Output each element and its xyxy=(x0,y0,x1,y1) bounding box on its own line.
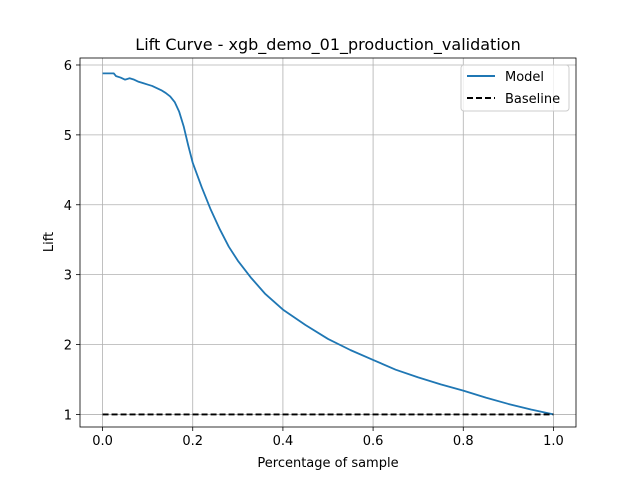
x-axis-label: Percentage of sample xyxy=(257,456,398,471)
y-tick-label: 6 xyxy=(64,59,72,74)
y-axis-label: Lift xyxy=(42,232,57,252)
series-model-line xyxy=(102,72,554,416)
x-tick-label: 0.6 xyxy=(363,434,384,449)
y-tick-label: 4 xyxy=(64,199,72,214)
y-tick-label: 2 xyxy=(64,339,72,354)
y-tick-label: 1 xyxy=(64,408,72,423)
chart-title: Lift Curve - xgb_demo_01_production_vali… xyxy=(135,35,520,55)
x-tick-label: 1.0 xyxy=(543,434,564,449)
series-group xyxy=(102,72,554,416)
legend-baseline-label: Baseline xyxy=(505,92,560,107)
grid xyxy=(80,58,576,427)
x-axis-ticks: 0.0 0.2 0.4 0.6 0.8 1.0 xyxy=(92,427,564,449)
y-tick-label: 5 xyxy=(64,129,72,144)
y-tick-label: 3 xyxy=(64,269,72,284)
x-tick-label: 0.4 xyxy=(273,434,294,449)
y-axis-ticks: 1 2 3 4 5 6 xyxy=(64,59,80,423)
legend: Model Baseline xyxy=(460,64,570,112)
x-tick-label: 0.8 xyxy=(453,434,474,449)
legend-model-label: Model xyxy=(505,70,544,85)
axes-frame xyxy=(79,57,577,428)
x-tick-label: 0.0 xyxy=(92,434,113,449)
x-tick-label: 0.2 xyxy=(182,434,203,449)
